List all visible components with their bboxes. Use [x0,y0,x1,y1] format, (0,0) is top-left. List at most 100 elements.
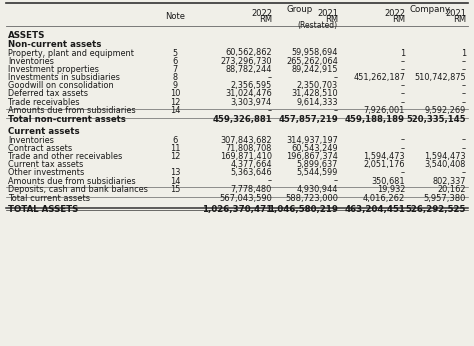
Text: 4,930,944: 4,930,944 [297,185,338,194]
Text: –: – [462,65,466,74]
Text: –: – [462,136,466,145]
Text: –: – [334,176,338,185]
Text: 13: 13 [170,169,180,177]
Text: 15: 15 [170,185,180,194]
Text: –: – [401,144,405,153]
Text: 89,242,915: 89,242,915 [292,65,338,74]
Text: (Restated): (Restated) [298,21,338,30]
Text: 273,296,730: 273,296,730 [220,57,272,66]
Text: TOTAL ASSETS: TOTAL ASSETS [8,205,78,214]
Text: –: – [401,65,405,74]
Text: 5,899,637: 5,899,637 [297,160,338,169]
Text: –: – [401,169,405,177]
Text: –: – [268,106,272,115]
Text: 5,363,646: 5,363,646 [230,169,272,177]
Text: 451,262,187: 451,262,187 [353,73,405,82]
Text: 6: 6 [173,57,178,66]
Text: –: – [462,98,466,107]
Text: 31,428,510: 31,428,510 [292,90,338,99]
Text: 526,292,525: 526,292,525 [406,205,466,214]
Text: 4,377,664: 4,377,664 [230,160,272,169]
Text: Note: Note [165,12,185,21]
Text: 3,303,974: 3,303,974 [231,98,272,107]
Text: 588,723,000: 588,723,000 [285,194,338,203]
Text: RM: RM [453,15,466,24]
Text: 463,204,451: 463,204,451 [344,205,405,214]
Text: Non-current assets: Non-current assets [8,40,101,49]
Text: 31,024,476: 31,024,476 [225,90,272,99]
Text: Inventories: Inventories [8,136,54,145]
Text: 1: 1 [400,48,405,57]
Text: 2,350,703: 2,350,703 [297,81,338,90]
Text: 457,857,219: 457,857,219 [278,115,338,124]
Text: 1,026,370,471: 1,026,370,471 [202,205,272,214]
Text: 2,051,176: 2,051,176 [364,160,405,169]
Text: 5,957,380: 5,957,380 [424,194,466,203]
Text: Group: Group [287,5,313,14]
Text: 510,742,875: 510,742,875 [414,73,466,82]
Text: 2,356,595: 2,356,595 [231,81,272,90]
Text: Other investments: Other investments [8,169,84,177]
Text: 19,932: 19,932 [377,185,405,194]
Text: –: – [401,136,405,145]
Text: 7: 7 [173,65,178,74]
Text: RM: RM [259,15,272,24]
Text: –: – [334,106,338,115]
Text: Current tax assets: Current tax assets [8,160,83,169]
Text: 2022: 2022 [384,9,405,18]
Text: 5,544,599: 5,544,599 [297,169,338,177]
Text: RM: RM [392,15,405,24]
Text: Inventories: Inventories [8,57,54,66]
Text: Goodwill on consolidation: Goodwill on consolidation [8,81,114,90]
Text: 20,162: 20,162 [438,185,466,194]
Text: 350,681: 350,681 [371,176,405,185]
Text: Total non-current assets: Total non-current assets [8,115,126,124]
Text: 9,592,269: 9,592,269 [425,106,466,115]
Text: Deferred tax assets: Deferred tax assets [8,90,88,99]
Text: 1,046,580,219: 1,046,580,219 [268,205,338,214]
Text: 5: 5 [173,48,178,57]
Text: Total current assets: Total current assets [8,194,90,203]
Text: –: – [462,57,466,66]
Text: 1,594,473: 1,594,473 [364,152,405,161]
Text: –: – [462,144,466,153]
Text: 8: 8 [173,73,178,82]
Text: 2022: 2022 [251,9,272,18]
Text: 307,843,682: 307,843,682 [220,136,272,145]
Text: 10: 10 [170,90,180,99]
Text: 7,778,480: 7,778,480 [231,185,272,194]
Text: 14: 14 [170,106,180,115]
Text: –: – [462,90,466,99]
Text: 88,782,244: 88,782,244 [226,65,272,74]
Text: –: – [268,176,272,185]
Text: Trade and other receivables: Trade and other receivables [8,152,122,161]
Text: Amounts due from subsidiaries: Amounts due from subsidiaries [8,106,136,115]
Text: 4,016,262: 4,016,262 [363,194,405,203]
Text: 196,867,374: 196,867,374 [286,152,338,161]
Text: –: – [401,57,405,66]
Text: 12: 12 [170,98,180,107]
Text: 3,540,408: 3,540,408 [425,160,466,169]
Text: 314,937,197: 314,937,197 [286,136,338,145]
Text: 802,337: 802,337 [433,176,466,185]
Text: –: – [462,169,466,177]
Text: Amounts due from subsidiaries: Amounts due from subsidiaries [8,176,136,185]
Text: 1,594,473: 1,594,473 [425,152,466,161]
Text: 2021: 2021 [445,9,466,18]
Text: 265,262,064: 265,262,064 [286,57,338,66]
Text: 520,335,145: 520,335,145 [406,115,466,124]
Text: ASSETS: ASSETS [8,31,46,40]
Text: Contract assets: Contract assets [8,144,72,153]
Text: –: – [401,90,405,99]
Text: RM: RM [325,15,338,24]
Text: 169,871,410: 169,871,410 [220,152,272,161]
Text: 459,326,881: 459,326,881 [212,115,272,124]
Text: 71,808,708: 71,808,708 [226,144,272,153]
Text: Company: Company [410,5,451,14]
Text: Deposits, cash and bank balances: Deposits, cash and bank balances [8,185,148,194]
Text: Investments in subsidiaries: Investments in subsidiaries [8,73,120,82]
Text: 567,043,590: 567,043,590 [219,194,272,203]
Text: 59,958,694: 59,958,694 [292,48,338,57]
Text: 6: 6 [173,136,178,145]
Text: Investment properties: Investment properties [8,65,99,74]
